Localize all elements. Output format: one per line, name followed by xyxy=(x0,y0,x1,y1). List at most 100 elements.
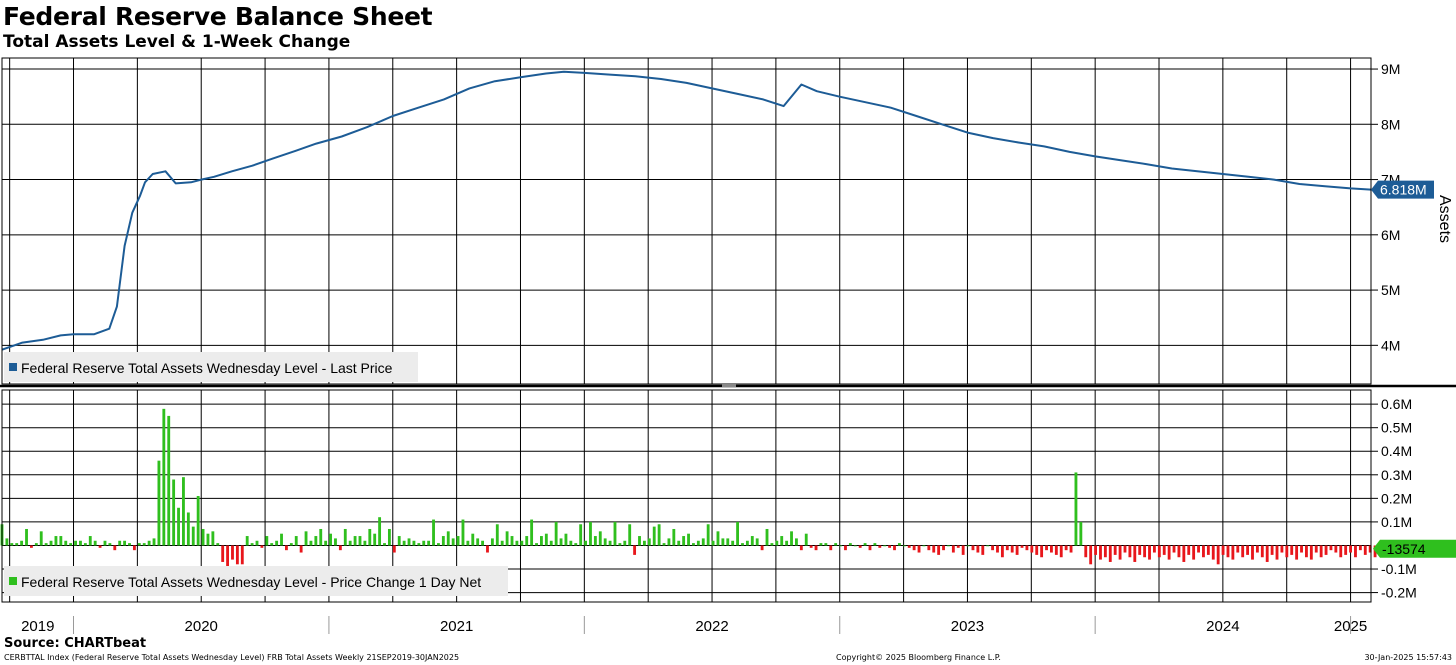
bottom-y-tick-label: 0.1M xyxy=(1381,514,1412,530)
change-bar xyxy=(1241,545,1245,558)
change-bar xyxy=(289,543,293,546)
change-bar xyxy=(520,540,524,546)
change-bar xyxy=(1339,545,1343,558)
change-bar xyxy=(1314,545,1318,553)
change-bar xyxy=(790,531,793,546)
change-bar xyxy=(64,540,68,546)
change-bar xyxy=(598,531,602,546)
change-bar xyxy=(1005,545,1009,551)
change-bar xyxy=(589,521,592,546)
x-axis-year-label: 2025 xyxy=(1334,618,1367,635)
change-bar xyxy=(1329,545,1333,551)
change-bar xyxy=(1099,545,1102,560)
change-bar xyxy=(10,543,14,546)
change-bar xyxy=(422,540,426,546)
change-bar xyxy=(1344,545,1348,555)
change-bar xyxy=(1363,545,1367,555)
change-bar xyxy=(265,536,269,546)
change-bar xyxy=(476,538,480,546)
change-bar xyxy=(770,543,774,546)
change-bar xyxy=(1089,545,1093,565)
panel-resize-handle[interactable] xyxy=(722,384,736,387)
change-bar xyxy=(157,460,161,546)
change-bar xyxy=(93,540,97,546)
change-bar xyxy=(1167,545,1171,560)
change-bar xyxy=(378,517,382,546)
change-bar xyxy=(206,533,210,546)
change-bar xyxy=(1324,545,1328,555)
change-bar xyxy=(569,540,573,546)
change-bar xyxy=(466,540,470,546)
change-bar xyxy=(1143,545,1147,558)
change-bar xyxy=(667,538,671,546)
change-bar xyxy=(113,545,117,551)
change-bar xyxy=(1069,545,1073,553)
change-bar xyxy=(922,545,926,547)
change-bar xyxy=(868,545,872,551)
change-bar xyxy=(1309,545,1313,560)
change-bar xyxy=(59,536,63,546)
change-bar xyxy=(226,545,230,567)
change-bar xyxy=(412,540,416,546)
change-bar xyxy=(34,543,38,546)
last-level-badge-label: 6.818M xyxy=(1380,182,1427,198)
change-bar xyxy=(736,521,740,546)
change-bar xyxy=(1177,545,1181,558)
change-bar xyxy=(392,545,396,553)
index-description: CERBTTAL Index (Federal Reserve Total As… xyxy=(4,653,460,662)
change-bar xyxy=(1133,545,1137,562)
change-bar xyxy=(858,545,862,548)
change-bar xyxy=(1162,545,1166,555)
change-bar xyxy=(162,408,166,546)
change-bar xyxy=(417,543,421,546)
change-bar xyxy=(966,545,970,547)
change-bar xyxy=(441,536,445,546)
change-bar xyxy=(942,545,945,551)
change-bar xyxy=(451,538,455,546)
bottom-legend: Federal Reserve Total Assets Wednesday L… xyxy=(4,566,508,596)
change-bar xyxy=(819,543,823,546)
change-bar xyxy=(255,540,259,546)
bars-layer xyxy=(0,408,1455,567)
change-bar xyxy=(1221,545,1225,555)
change-bar xyxy=(1103,545,1107,558)
x-axis-year-label: 2021 xyxy=(440,618,473,635)
change-bar xyxy=(152,538,156,546)
change-bar xyxy=(1206,545,1210,555)
change-bar xyxy=(951,545,955,553)
change-bar xyxy=(873,543,877,546)
change-bar xyxy=(1059,545,1063,558)
change-bar xyxy=(368,528,372,546)
change-bar xyxy=(309,540,313,546)
change-bar xyxy=(986,545,990,547)
change-bar xyxy=(981,545,985,555)
change-bar xyxy=(623,540,627,546)
change-bar xyxy=(1334,545,1338,553)
change-bar xyxy=(1182,545,1186,562)
change-bar xyxy=(696,540,700,546)
change-bar xyxy=(490,538,494,546)
change-bar xyxy=(692,543,695,546)
change-bar xyxy=(976,545,980,553)
change-bar xyxy=(324,540,328,546)
top-y-tick-label: 9M xyxy=(1381,61,1400,77)
change-bar xyxy=(1280,545,1284,553)
change-bar xyxy=(1295,545,1299,560)
change-bar xyxy=(402,540,406,546)
change-bar xyxy=(706,524,710,546)
change-bar xyxy=(54,536,58,546)
change-bar xyxy=(745,540,749,546)
last-level-badge: 6.818M xyxy=(1371,180,1434,199)
change-bar xyxy=(1015,545,1019,555)
change-bar xyxy=(1050,545,1053,553)
copyright-note: Copyright© 2025 Bloomberg Finance L.P. xyxy=(836,653,1001,662)
change-bar xyxy=(221,545,225,562)
change-bar xyxy=(456,536,460,546)
frame-layer xyxy=(0,57,1456,603)
change-bar xyxy=(731,540,735,546)
bottom-y-tick-label: 0.4M xyxy=(1381,443,1412,459)
change-bar xyxy=(1079,521,1083,546)
change-bar xyxy=(971,545,975,551)
change-bar xyxy=(235,545,239,565)
change-bar xyxy=(338,545,342,551)
